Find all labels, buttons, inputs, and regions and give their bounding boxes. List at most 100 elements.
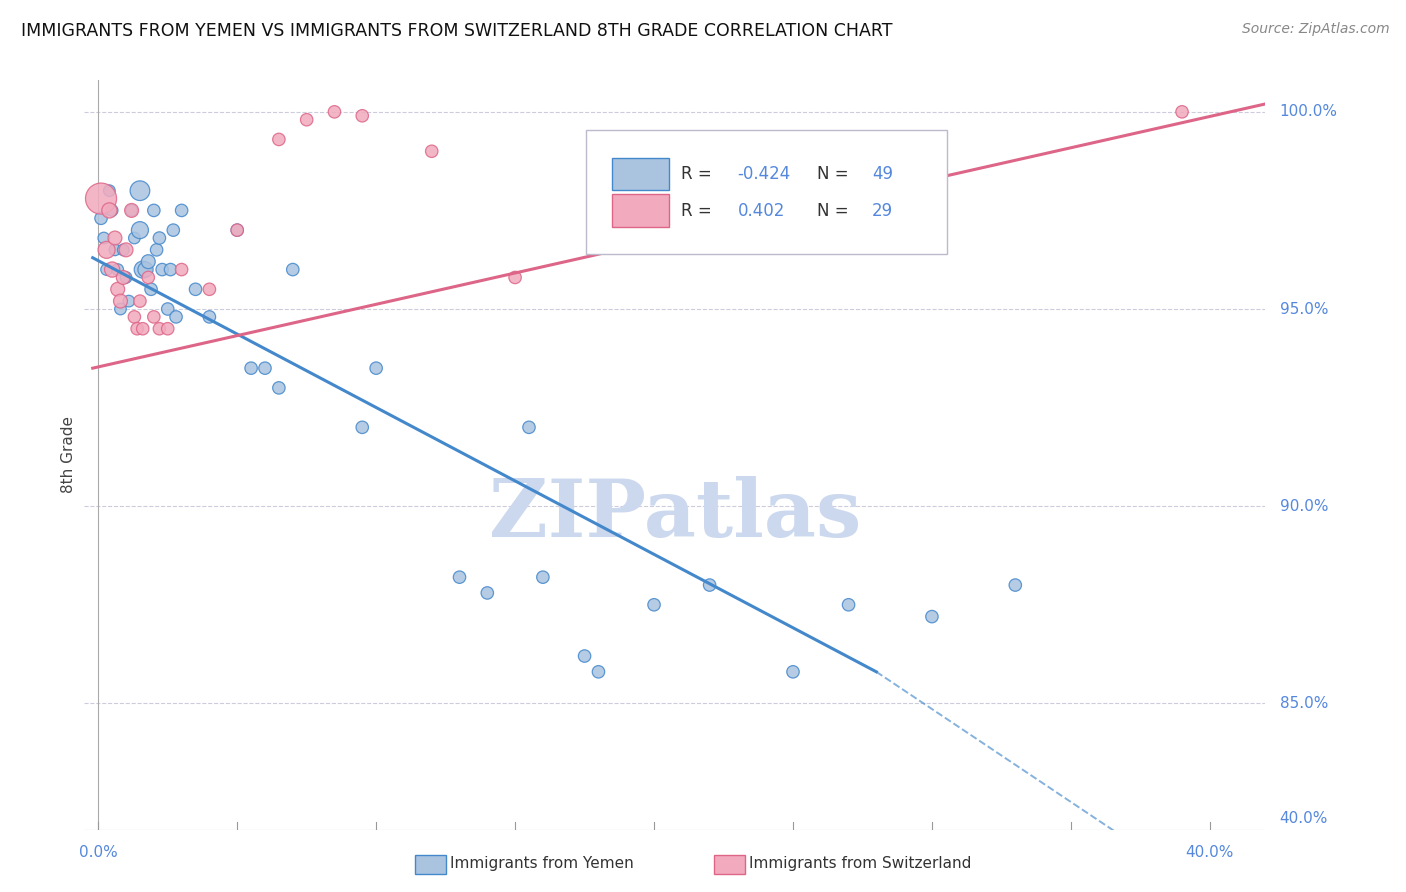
Point bbox=[240, 361, 263, 376]
Point bbox=[420, 145, 443, 159]
Point bbox=[124, 231, 146, 245]
Point bbox=[110, 294, 132, 309]
Point bbox=[267, 381, 290, 395]
Point bbox=[110, 301, 132, 316]
Point bbox=[170, 262, 193, 277]
Point bbox=[253, 361, 276, 376]
Text: 100.0%: 100.0% bbox=[1279, 104, 1337, 120]
Text: 49: 49 bbox=[872, 165, 893, 183]
Point bbox=[115, 243, 138, 257]
Text: N =: N = bbox=[817, 165, 853, 183]
Point bbox=[142, 310, 165, 324]
Point bbox=[132, 262, 155, 277]
Point bbox=[93, 231, 115, 245]
Point bbox=[267, 132, 290, 146]
Text: Source: ZipAtlas.com: Source: ZipAtlas.com bbox=[1241, 22, 1389, 37]
Point bbox=[531, 570, 554, 584]
Point bbox=[129, 294, 152, 309]
Text: N =: N = bbox=[817, 202, 853, 219]
Point bbox=[838, 598, 860, 612]
Point bbox=[90, 192, 112, 206]
Point bbox=[98, 184, 121, 198]
Point bbox=[121, 203, 143, 218]
Point bbox=[104, 231, 127, 245]
Text: Immigrants from Switzerland: Immigrants from Switzerland bbox=[749, 856, 972, 871]
Text: 90.0%: 90.0% bbox=[1279, 499, 1329, 514]
Text: -0.424: -0.424 bbox=[738, 165, 790, 183]
Point bbox=[129, 184, 152, 198]
Point bbox=[148, 322, 170, 336]
Text: Immigrants from Yemen: Immigrants from Yemen bbox=[450, 856, 634, 871]
Point bbox=[517, 420, 540, 434]
Point bbox=[139, 282, 162, 296]
Point bbox=[98, 203, 121, 218]
Point bbox=[1004, 578, 1026, 592]
Text: 29: 29 bbox=[872, 202, 893, 219]
Point bbox=[115, 270, 138, 285]
Point bbox=[198, 282, 221, 296]
Point bbox=[782, 665, 804, 679]
Point bbox=[145, 243, 167, 257]
Text: 85.0%: 85.0% bbox=[1279, 696, 1327, 711]
Point bbox=[104, 243, 127, 257]
Point bbox=[107, 282, 129, 296]
Text: 95.0%: 95.0% bbox=[1279, 301, 1329, 317]
Point bbox=[699, 578, 721, 592]
Point bbox=[198, 310, 221, 324]
Point bbox=[112, 243, 135, 257]
FancyBboxPatch shape bbox=[586, 130, 946, 254]
Text: 40.0%: 40.0% bbox=[1185, 846, 1234, 861]
Point bbox=[226, 223, 249, 237]
Point bbox=[281, 262, 304, 277]
Point bbox=[159, 262, 181, 277]
FancyBboxPatch shape bbox=[612, 158, 669, 190]
Point bbox=[921, 609, 943, 624]
Point bbox=[184, 282, 207, 296]
Point bbox=[136, 270, 159, 285]
Point bbox=[449, 570, 471, 584]
Text: 40.0%: 40.0% bbox=[1279, 811, 1327, 826]
Point bbox=[101, 262, 124, 277]
Point bbox=[477, 586, 499, 600]
Point bbox=[1171, 104, 1194, 119]
Point bbox=[893, 145, 915, 159]
Point bbox=[588, 665, 610, 679]
Point bbox=[295, 112, 318, 127]
Point bbox=[118, 294, 141, 309]
Point bbox=[323, 104, 346, 119]
Point bbox=[150, 262, 173, 277]
Text: 0.0%: 0.0% bbox=[79, 846, 118, 861]
Point bbox=[121, 203, 143, 218]
Text: ZIPatlas: ZIPatlas bbox=[489, 475, 860, 554]
Point bbox=[162, 223, 184, 237]
Point bbox=[352, 109, 374, 123]
Point bbox=[134, 262, 156, 277]
Point bbox=[129, 223, 152, 237]
Point bbox=[165, 310, 187, 324]
Point bbox=[127, 322, 149, 336]
Point bbox=[643, 598, 665, 612]
Point bbox=[96, 262, 118, 277]
Point bbox=[156, 322, 179, 336]
Point bbox=[352, 420, 374, 434]
Point bbox=[96, 243, 118, 257]
Text: 0.402: 0.402 bbox=[738, 202, 785, 219]
Point bbox=[142, 203, 165, 218]
Text: IMMIGRANTS FROM YEMEN VS IMMIGRANTS FROM SWITZERLAND 8TH GRADE CORRELATION CHART: IMMIGRANTS FROM YEMEN VS IMMIGRANTS FROM… bbox=[21, 22, 893, 40]
Point bbox=[170, 203, 193, 218]
Text: R =: R = bbox=[681, 202, 717, 219]
Point bbox=[574, 648, 596, 663]
Text: R =: R = bbox=[681, 165, 717, 183]
Point bbox=[148, 231, 170, 245]
Point bbox=[226, 223, 249, 237]
Point bbox=[101, 203, 124, 218]
Point bbox=[112, 270, 135, 285]
FancyBboxPatch shape bbox=[612, 194, 669, 227]
Point bbox=[107, 262, 129, 277]
Point bbox=[366, 361, 388, 376]
Point bbox=[90, 211, 112, 226]
Point bbox=[156, 301, 179, 316]
Point bbox=[124, 310, 146, 324]
Point bbox=[136, 254, 159, 268]
Point bbox=[132, 322, 155, 336]
